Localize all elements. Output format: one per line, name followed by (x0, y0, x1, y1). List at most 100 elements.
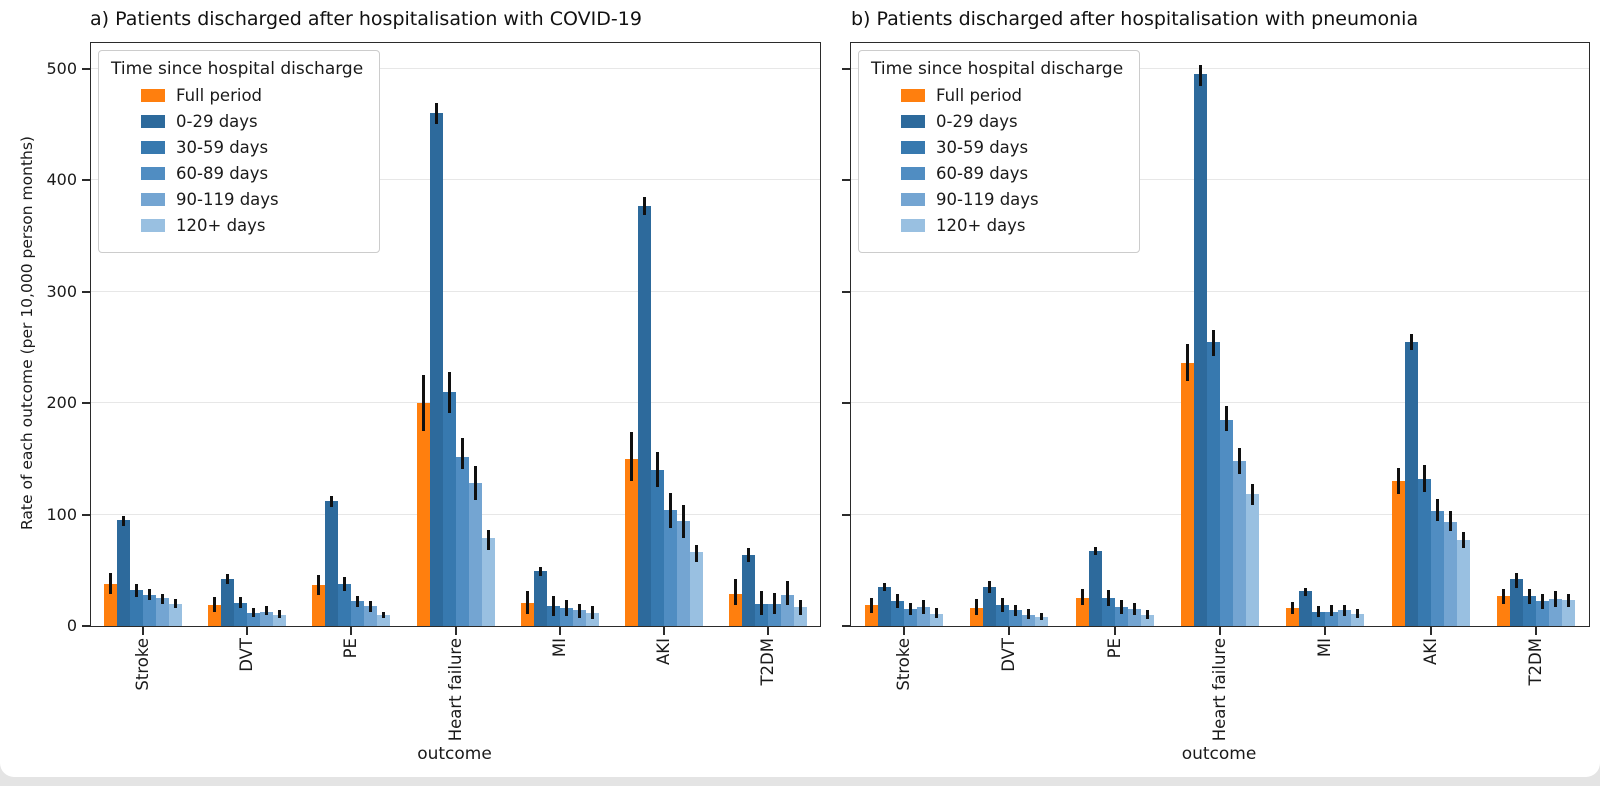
bar (1497, 595, 1511, 626)
legend-box: Time since hospital discharge Full period… (858, 50, 1141, 253)
y-tick-label: 300 (46, 281, 77, 301)
bar (429, 113, 443, 626)
error-bar (1040, 612, 1044, 621)
legend-entry: 0-29 days (901, 112, 1123, 131)
x-tick-label: MI (549, 638, 569, 658)
bar (767, 603, 781, 626)
bar (754, 603, 768, 626)
bar (520, 602, 534, 626)
error-bar (1317, 605, 1321, 618)
legend-swatch (901, 89, 925, 102)
error-bar (772, 592, 776, 614)
bar (663, 510, 677, 626)
bar (1299, 591, 1313, 626)
error-bar (161, 593, 165, 604)
bar (1391, 481, 1405, 626)
bar (689, 552, 703, 626)
error-bar (434, 103, 438, 125)
error-bar (239, 597, 243, 609)
bar (1338, 610, 1352, 626)
y-axis-tick (82, 402, 90, 405)
bar (1430, 511, 1444, 626)
bar (1325, 611, 1339, 626)
error-bar (525, 591, 529, 614)
bar (983, 587, 997, 626)
panel-a-plot-area: 0 100 200 300 400 500 Stroke DVT PE Heart failure… (46, 42, 821, 741)
error-bar (1212, 329, 1215, 357)
error-bar (975, 599, 979, 615)
bar (650, 469, 664, 626)
x-axis-tick (142, 627, 145, 635)
y-axis-tick (842, 67, 850, 70)
error-bar (921, 600, 925, 614)
x-tick-label: Heart failure (445, 638, 465, 742)
error-bar (1567, 593, 1571, 608)
bar (1510, 579, 1524, 626)
bar (221, 579, 235, 626)
legend-entry: 120+ days (901, 216, 1123, 235)
legend-swatch (901, 193, 925, 206)
bar (916, 607, 930, 626)
bar (234, 602, 248, 626)
x-tick-label: T2DM (757, 638, 777, 686)
legend-swatch (901, 141, 925, 154)
error-bar (317, 574, 321, 595)
error-bar (473, 465, 477, 501)
bar (455, 456, 469, 626)
error-bar (1435, 498, 1439, 522)
y-axis-tick (842, 402, 850, 405)
x-tick-label: Stroke (893, 638, 913, 691)
y-tick-label: 500 (46, 58, 77, 78)
error-bar (135, 583, 139, 598)
error-bar (1409, 333, 1413, 350)
y-axis-tick (842, 513, 850, 516)
bar (416, 403, 430, 626)
error-bar (1356, 609, 1360, 619)
bar (1443, 522, 1457, 626)
panel-b-title: b) Patients discharged after hospitalisa… (851, 8, 1419, 30)
legend-entry-label: 120+ days (176, 216, 266, 235)
bar (877, 587, 891, 626)
y-axis-tick (842, 625, 850, 627)
error-bar (668, 493, 672, 528)
bar (156, 598, 170, 626)
legend-entry-label: 90-119 days (936, 190, 1039, 209)
legend-entry-label: 30-59 days (936, 138, 1029, 157)
error-bar (382, 611, 386, 619)
y-axis-label: Rate of each outcome (per 10,000 person … (18, 136, 36, 531)
bar (325, 501, 339, 626)
x-axis-tick (1008, 627, 1011, 635)
error-bar (1291, 601, 1295, 614)
y-tick-label: 200 (46, 393, 77, 413)
error-bar (122, 515, 126, 526)
legend-entry-label: Full period (176, 86, 263, 105)
error-bar (746, 547, 750, 563)
error-bar (895, 593, 899, 609)
error-bar (1515, 572, 1519, 589)
bar (1536, 601, 1550, 626)
legend-swatch (141, 219, 165, 232)
bar (780, 594, 794, 626)
gridline (851, 290, 1589, 292)
x-axis-tick (350, 627, 353, 635)
bar (1562, 600, 1576, 626)
legend-swatch (141, 141, 165, 154)
error-bar (226, 573, 230, 584)
x-axis-tick (1219, 627, 1221, 635)
x-tick-label: PE (1104, 638, 1124, 659)
x-axis-tick (558, 627, 561, 635)
error-bar (733, 579, 737, 605)
legend-swatch (901, 115, 925, 128)
error-bar (1554, 591, 1558, 608)
panel-b-plot-area: Stroke DVT PE Heart failure MI AKI T2DM Time si… (842, 42, 1590, 741)
error-bar (1528, 589, 1532, 604)
legend-swatch (141, 115, 165, 128)
bar (1127, 609, 1141, 626)
x-axis-tick (1429, 627, 1432, 635)
error-bar (1238, 447, 1241, 475)
error-bar (934, 608, 938, 619)
legend-box: Time since hospital discharge Full period… (98, 50, 381, 253)
legend-entry: 60-89 days (141, 164, 363, 183)
y-axis-tick (82, 625, 90, 627)
bar (1286, 608, 1300, 626)
